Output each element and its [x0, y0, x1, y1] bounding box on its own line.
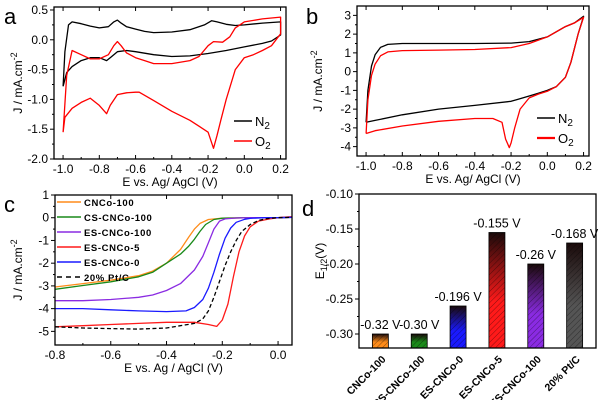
legend-label: ES-CNCo-100	[84, 228, 152, 239]
x-tick-label: -1.0	[53, 162, 74, 176]
series-line-n2	[62, 19, 282, 87]
y-tick-label: -0.20	[326, 257, 354, 271]
legend-label: CNCo-100	[84, 198, 134, 209]
y-tick-label: -2	[340, 102, 351, 116]
bar-hatch	[527, 264, 544, 348]
y-tick-label: -2.0	[27, 152, 48, 166]
plot-frame	[54, 194, 293, 346]
y-tick-label: -1	[38, 233, 49, 247]
data-label: -0.30 V	[399, 318, 440, 332]
bar-hatch	[566, 243, 583, 348]
x-tick-label: -0.4	[156, 348, 177, 362]
x-tick-label: -0.6	[125, 162, 146, 176]
y-tick-label: 0	[42, 211, 49, 225]
panel-a: -1.0 -0.8 -0.6 -0.4 -0.2 0.0 0.2 0.5 0.0 -0.5 -1.0…	[4, 3, 289, 189]
y-tick-label: -0.30	[326, 327, 354, 341]
x-tick-label: -0.2	[501, 159, 522, 173]
y-tick-label: 3	[344, 8, 351, 22]
bar-hatch	[488, 232, 505, 348]
y-tick-label: -1	[340, 83, 351, 97]
y-axis-label: J / mA.cm-2	[9, 52, 25, 113]
x-tick-label: 0.2	[272, 162, 289, 176]
x-tick-label: -1.0	[356, 159, 377, 173]
legend-label: CS-CNCo-100	[84, 213, 152, 224]
y-tick-label: 1	[42, 188, 49, 202]
legend-label: ES-CNCo-0	[84, 258, 140, 269]
legend-label: 20% Pt/C	[84, 273, 129, 284]
series-line-n2	[365, 15, 585, 123]
x-axis-label: E vs. Ag/ AgCl (V)	[425, 172, 520, 186]
panel-b: -1.0 -0.8 -0.6 -0.4 -0.2 0.0 0.2 3 2 1 0 -1 -2 -3 -4 E …	[306, 4, 592, 186]
y-axis-label: J / mA.cm-2	[9, 239, 25, 300]
panel-label: a	[4, 4, 17, 29]
series-line-o2	[365, 16, 585, 149]
x-tick-label: -0.8	[392, 159, 413, 173]
y-tick-label: -3	[340, 121, 351, 135]
y-tick-label: 0	[344, 65, 351, 79]
panel-label: c	[4, 192, 15, 217]
legend-label: N2	[558, 111, 573, 129]
x-tick-label: 0.0	[539, 159, 556, 173]
y-tick-label: -4	[38, 302, 49, 316]
bar-hatch	[450, 306, 467, 348]
x-tick-label: -0.8	[89, 162, 110, 176]
plot-frame	[53, 6, 287, 160]
y-tick-label: 0.5	[31, 3, 48, 17]
x-tick-label: -0.4	[464, 159, 485, 173]
x-category-label: 20% Pt/C	[542, 353, 583, 394]
y-tick-label: -5	[38, 324, 49, 338]
plot-frame	[358, 193, 597, 349]
y-tick-label: -0.15	[326, 222, 354, 236]
plot-frame	[356, 5, 590, 157]
y-tick-label: 0.0	[31, 33, 48, 47]
legend-label: ES-CNCo-5	[84, 243, 140, 254]
bar-hatch	[411, 334, 428, 348]
bar-hatch	[372, 334, 389, 348]
y-axis-label: E1/2(V)	[313, 243, 329, 280]
y-axis-label: J / mA.cm-2	[309, 50, 325, 111]
x-tick-label: 0.0	[236, 162, 253, 176]
series-line-o2	[62, 16, 282, 149]
x-axis-label: E vs. Ag/ AgCl (V)	[122, 175, 217, 189]
x-tick-label: -0.8	[45, 348, 66, 362]
data-label: -0.32 V	[360, 318, 401, 332]
y-tick-label: -0.10	[326, 187, 354, 201]
x-tick-label: -0.2	[198, 162, 219, 176]
legend-label: O2	[255, 134, 271, 152]
panel-c: -0.8 -0.6 -0.4 -0.2 0.0 1 0 -1 -2 -3 -4 -5 E vs. Ag …	[4, 188, 293, 375]
x-tick-label: -0.4	[161, 162, 182, 176]
series-line-20-pt-c	[54, 216, 293, 330]
y-tick-label: 1	[344, 46, 351, 60]
y-tick-label: 2	[344, 27, 351, 41]
x-axis-label: E vs. Ag / AgCl (V)	[124, 361, 223, 375]
y-tick-label: -1.0	[27, 92, 48, 106]
series-line-es-cnco-100	[55, 216, 293, 302]
x-tick-label: -0.6	[428, 159, 449, 173]
legend-label: N2	[255, 114, 270, 132]
panel-label: d	[302, 196, 314, 221]
data-label: -0.168 V	[551, 227, 599, 241]
x-tick-label: 0.0	[270, 348, 287, 362]
data-label: -0.26 V	[516, 248, 557, 262]
y-tick-label: -0.5	[27, 63, 48, 77]
y-tick-label: -4	[340, 140, 351, 154]
x-tick-label: -0.6	[100, 348, 121, 362]
y-tick-label: -1.5	[27, 122, 48, 136]
legend-label: O2	[558, 131, 574, 149]
y-tick-label: -2	[38, 256, 49, 270]
y-tick-label: -3	[38, 279, 49, 293]
panel-label: b	[306, 4, 318, 29]
y-tick-label: -0.25	[326, 292, 354, 306]
x-tick-label: 0.2	[575, 159, 592, 173]
x-tick-label: -0.2	[212, 348, 233, 362]
series-line-es-cnco-0	[55, 216, 293, 313]
data-label: -0.155 V	[473, 217, 521, 231]
data-label: -0.196 V	[434, 290, 482, 304]
